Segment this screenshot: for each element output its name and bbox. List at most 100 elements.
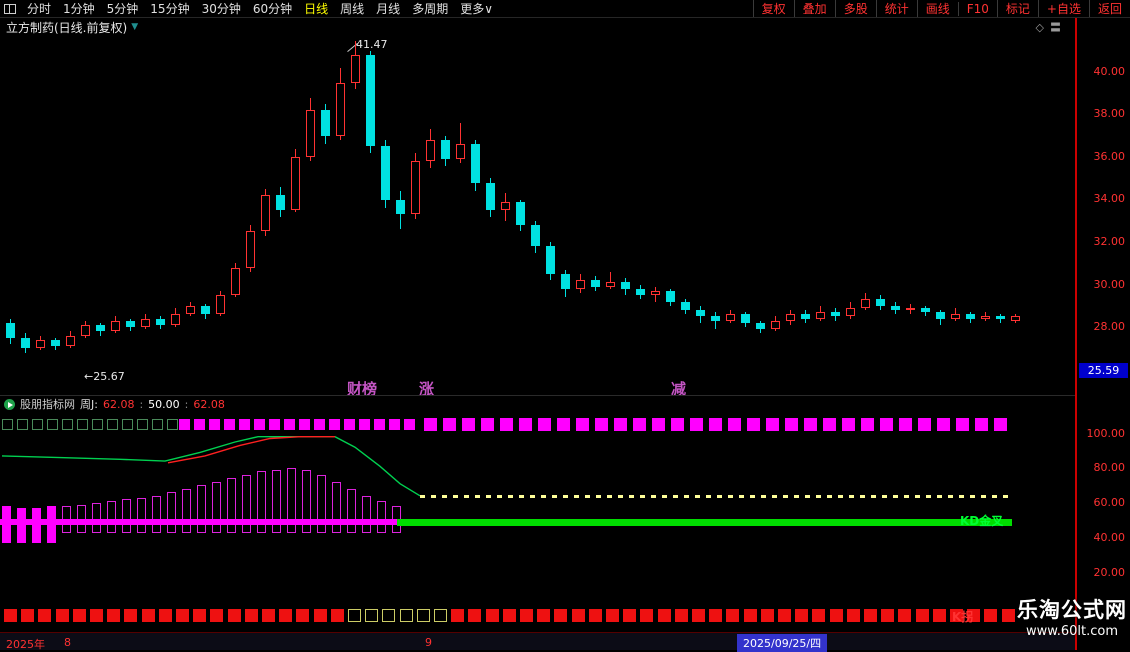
candle	[201, 305, 210, 315]
menu-item-标记[interactable]: 标记	[996, 0, 1038, 17]
candlestick-chart[interactable]: 41.47 ←25.67 财榜 涨 减	[0, 36, 1075, 395]
signal-square-top	[766, 418, 779, 431]
signal-square-top	[519, 418, 532, 431]
candle	[231, 267, 240, 296]
yellow-dashed-line	[420, 494, 1012, 498]
indicator-bar	[302, 469, 311, 534]
signal-square-bottom	[399, 609, 413, 622]
signal-square-top	[194, 419, 205, 430]
menu-item-多周期[interactable]: 多周期	[412, 2, 449, 16]
signal-square-bottom	[881, 609, 895, 622]
low-annotation: ←25.67	[84, 370, 125, 383]
axis-label: 80.00	[1093, 461, 1126, 474]
indicator-bar	[77, 504, 86, 534]
candle	[381, 146, 390, 200]
top-menubar: 分时 1分钟 5分钟 15分钟 30分钟 60分钟 日线 周线 月线 多周期 更多∨ 复权 叠加 多股统…	[0, 0, 1130, 18]
menu-item-月线[interactable]: 月线	[376, 2, 401, 16]
indicator-bar	[197, 485, 206, 534]
signal-square-bottom	[640, 609, 654, 622]
indicator-header: 股朋指标网 周J: 62.08 : 50.00 : 62.08	[4, 397, 225, 411]
watermark-line2: www.60lt.com	[1026, 624, 1118, 639]
candle	[126, 320, 135, 327]
signal-square-top	[614, 418, 627, 431]
candle	[651, 290, 660, 296]
indicator-bar	[242, 474, 251, 534]
diamond-icon[interactable]: ◇	[1035, 21, 1050, 34]
candle	[96, 324, 105, 332]
signal-square-top	[899, 418, 912, 431]
signal-square-bottom	[416, 609, 430, 622]
candle	[996, 316, 1005, 319]
candle	[246, 231, 255, 268]
axis-label: 28.00	[1093, 320, 1126, 333]
candle	[816, 312, 825, 319]
candle	[111, 320, 120, 332]
signal-square-bottom	[176, 609, 189, 622]
signal-square-top	[424, 418, 437, 431]
menu-item-更多∨[interactable]: 更多∨	[460, 2, 493, 16]
grid-icon[interactable]	[4, 3, 16, 14]
signal-square-bottom	[674, 609, 688, 622]
k-turn-label: K拐	[952, 610, 974, 624]
signal-square-top	[690, 418, 703, 431]
watermark-line1: 乐淘公式网	[1017, 598, 1127, 622]
menu-item-返回[interactable]: 返回	[1088, 0, 1130, 17]
signal-square-bottom	[55, 609, 69, 622]
price-highlight-tag: 25.59	[1079, 363, 1128, 378]
candle	[636, 288, 645, 296]
candle	[156, 318, 165, 325]
candle	[771, 320, 780, 330]
signal-square-top	[389, 419, 400, 430]
signal-square-top	[728, 418, 741, 431]
candle	[51, 339, 60, 347]
candle	[756, 322, 765, 330]
signal-square-top	[17, 419, 28, 430]
indicator-bar	[362, 495, 371, 534]
candle	[606, 282, 615, 287]
indicator-name: 股朋指标网	[20, 398, 75, 411]
indicator-bar	[167, 492, 176, 534]
signal-square-top	[269, 419, 280, 430]
menu-item-1分钟[interactable]: 1分钟	[63, 2, 95, 16]
menu-item-统计[interactable]: 统计	[875, 0, 917, 17]
signal-square-top	[861, 418, 874, 431]
menu-item-叠加[interactable]: 叠加	[793, 0, 835, 17]
indicator-bar	[17, 507, 26, 543]
menu-item-+自选[interactable]: +自选	[1037, 0, 1089, 17]
menu-item-60分钟[interactable]: 60分钟	[252, 2, 293, 16]
indicator-bar	[347, 488, 356, 534]
menu-item-周线[interactable]: 周线	[340, 2, 365, 16]
menu-item-复权[interactable]: 复权	[752, 0, 794, 17]
signal-square-bottom	[330, 609, 344, 622]
candle	[186, 305, 195, 315]
chevron-down-icon[interactable]: ▼	[131, 22, 139, 32]
indicator-panel[interactable]: 股朋指标网 周J: 62.08 : 50.00 : 62.08 KD金叉 K拐	[0, 395, 1075, 632]
lines-icon[interactable]: 〓	[1050, 21, 1067, 34]
magenta-level-bar	[0, 518, 397, 525]
axis-label: 20.00	[1093, 566, 1126, 579]
menu-item-5分钟[interactable]: 5分钟	[106, 2, 139, 16]
candle	[411, 161, 420, 215]
indicator-logo-icon	[4, 398, 15, 410]
signal-square-bottom	[915, 609, 929, 622]
menu-item-画线[interactable]: 画线	[916, 0, 958, 17]
signal-square-bottom	[365, 609, 379, 622]
signal-square-bottom	[502, 609, 516, 622]
menu-item-分时[interactable]: 分时	[27, 2, 52, 16]
signal-square-bottom	[382, 609, 396, 622]
menu-item-30分钟[interactable]: 30分钟	[201, 2, 241, 16]
candle	[276, 195, 285, 211]
indicator-bar	[122, 499, 131, 534]
signal-square-top	[462, 418, 475, 431]
candle	[876, 299, 885, 306]
candle	[261, 195, 270, 232]
candle	[681, 301, 690, 310]
signal-square-bottom	[72, 609, 86, 622]
candle	[726, 314, 735, 321]
menu-item-日线[interactable]: 日线	[304, 2, 329, 16]
menu-item-15分钟[interactable]: 15分钟	[150, 2, 190, 16]
menu-item-多股[interactable]: 多股	[834, 0, 876, 17]
site-watermark: 乐淘公式网 www.60lt.com	[1017, 594, 1127, 639]
menu-item-F10[interactable]: F10	[957, 1, 997, 16]
signal-square-bottom	[726, 609, 740, 622]
